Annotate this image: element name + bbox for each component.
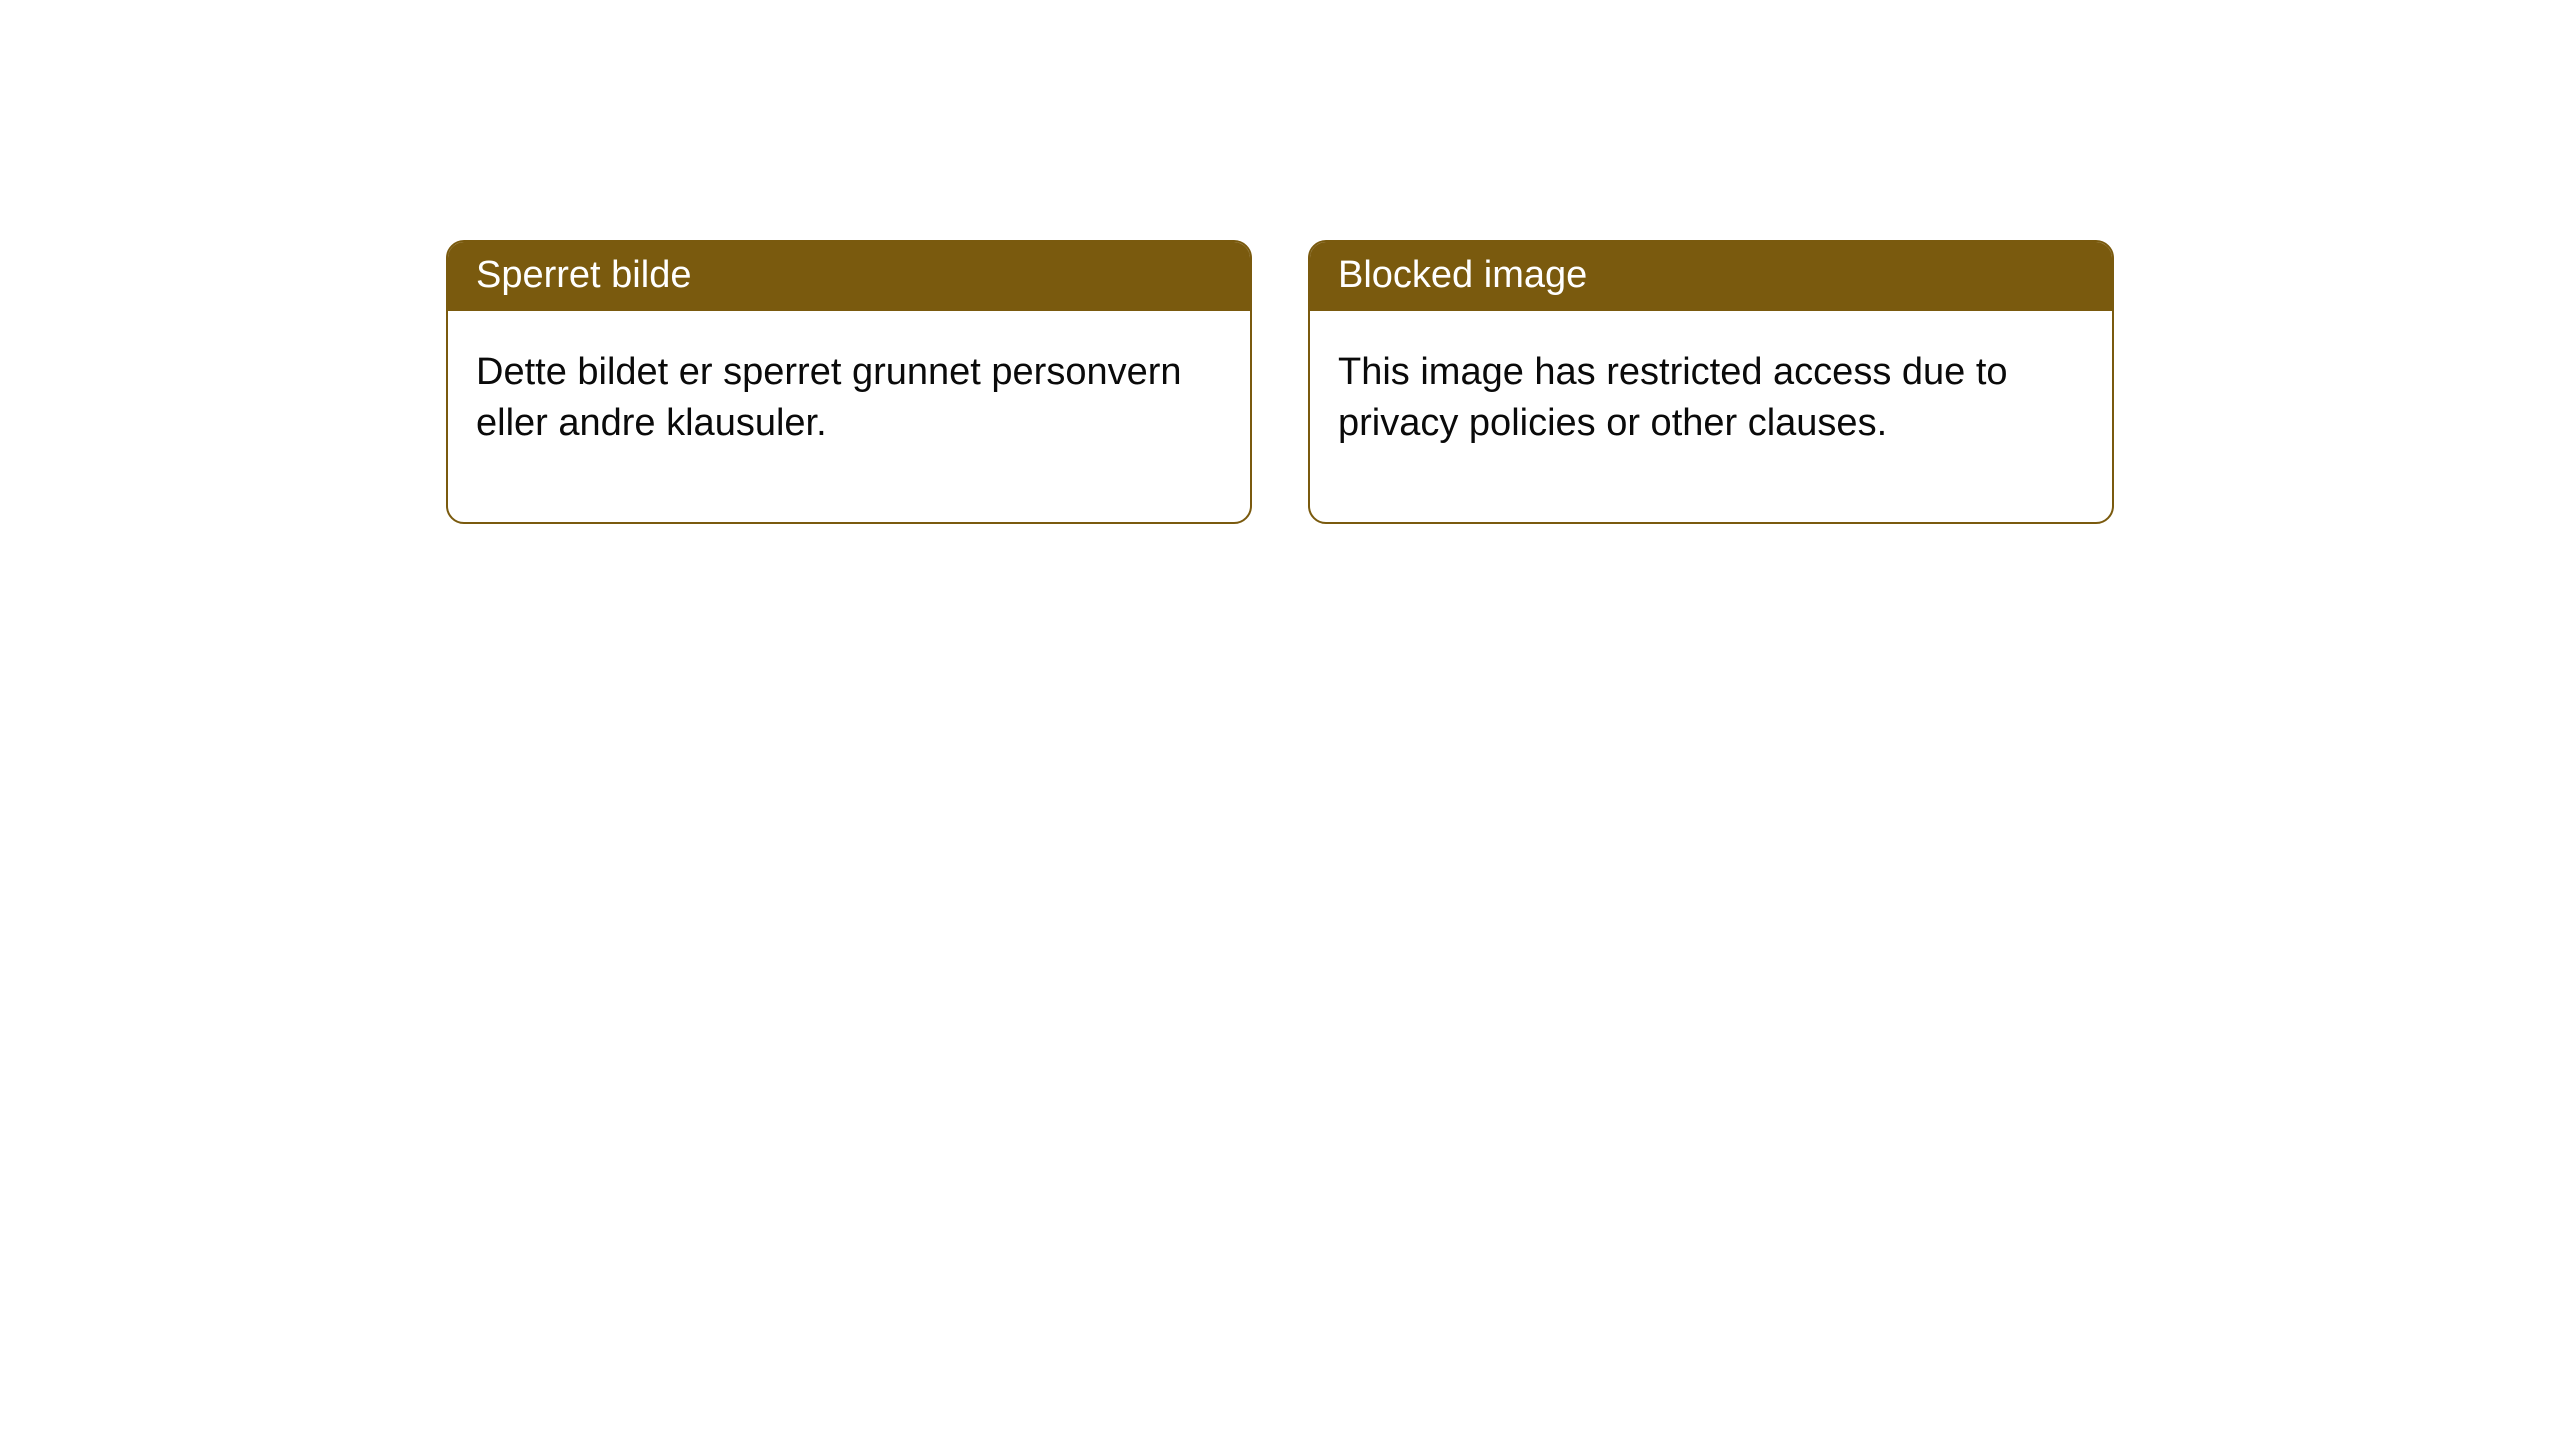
card-body-en: This image has restricted access due to … <box>1310 311 2112 522</box>
blocked-image-card-en: Blocked image This image has restricted … <box>1308 240 2114 524</box>
card-body-no: Dette bildet er sperret grunnet personve… <box>448 311 1250 522</box>
cards-container: Sperret bilde Dette bildet er sperret gr… <box>446 240 2114 524</box>
card-header-en: Blocked image <box>1310 242 2112 311</box>
blocked-image-card-no: Sperret bilde Dette bildet er sperret gr… <box>446 240 1252 524</box>
card-header-no: Sperret bilde <box>448 242 1250 311</box>
